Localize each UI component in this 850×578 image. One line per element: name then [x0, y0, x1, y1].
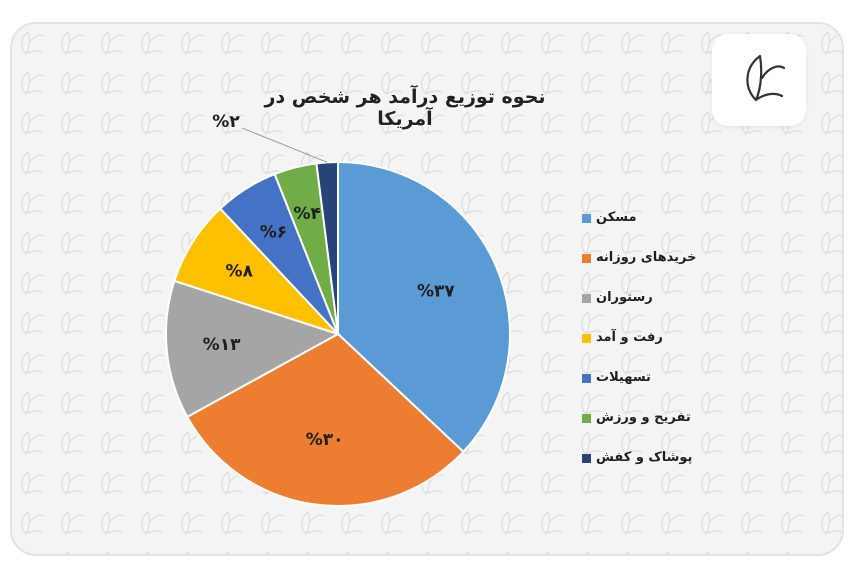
- legend-swatch: [582, 334, 591, 343]
- legend-item: تسهیلات: [560, 368, 710, 389]
- legend-swatch: [582, 214, 591, 223]
- legend-label: رستوران: [596, 290, 653, 305]
- legend-item: تفریح و ورزش: [560, 408, 710, 429]
- legend-item: مسکن: [560, 208, 710, 229]
- pie-slice: [337, 160, 511, 454]
- legend-swatch: [582, 454, 591, 463]
- legend-label: خریدهای روزانه: [596, 250, 697, 265]
- pie-slice: [185, 332, 465, 508]
- pie-slice: [165, 279, 341, 419]
- leader-line: [241, 127, 328, 163]
- pie-labels: %۳۷ %۳۰ %۱۳ %۸ %۶ %۴ %۲: [203, 112, 456, 450]
- legend-swatch: [582, 414, 591, 423]
- slice-label: %۱۳: [203, 335, 241, 355]
- slice-label: %۲: [212, 112, 240, 132]
- slice-label: %۸: [226, 261, 254, 281]
- legend-item: خریدهای روزانه: [560, 248, 710, 269]
- slice-label: %۳۷: [417, 282, 455, 302]
- legend-label: پوشاک و کفش: [596, 450, 693, 465]
- legend-swatch: [582, 294, 591, 303]
- logo-card: [712, 34, 806, 126]
- slice-label: %۴: [293, 204, 320, 224]
- legend-label: رفت و آمد: [596, 330, 663, 345]
- legend-swatch: [582, 374, 591, 383]
- slice-label: %۳۰: [306, 430, 344, 450]
- pie-slices: [165, 160, 511, 508]
- legend-item: پوشاک و کفش: [560, 448, 710, 469]
- legend-item: رفت و آمد: [560, 328, 710, 349]
- slice-label: %۶: [260, 222, 287, 242]
- legend-label: تفریح و ورزش: [596, 410, 691, 425]
- chart-title: نحوه توزیع درآمد هر شخص در آمریکا: [264, 86, 546, 130]
- legend-swatch: [582, 254, 591, 263]
- legend-label: مسکن: [596, 210, 637, 225]
- bird-logo-icon: [746, 54, 786, 102]
- legend: مسکن خریدهای روزانه رستوران رفت و آمد تس…: [560, 208, 710, 488]
- pie-slice: [315, 160, 339, 335]
- legend-label: تسهیلات: [596, 370, 651, 385]
- legend-item: رستوران: [560, 288, 710, 309]
